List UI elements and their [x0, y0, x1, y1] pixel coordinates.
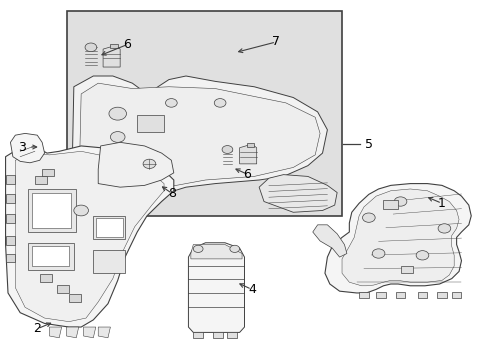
Bar: [93, 250, 125, 273]
Bar: [69, 294, 81, 302]
Polygon shape: [49, 327, 61, 338]
Circle shape: [229, 245, 239, 252]
Polygon shape: [66, 327, 79, 338]
Bar: [227, 332, 237, 338]
Bar: [110, 44, 118, 48]
Bar: [358, 292, 368, 298]
Circle shape: [362, 213, 374, 222]
Polygon shape: [259, 175, 336, 212]
Bar: [40, 274, 52, 282]
Bar: [383, 200, 397, 209]
Bar: [27, 189, 76, 232]
Text: 4: 4: [247, 283, 255, 296]
Bar: [417, 292, 427, 298]
Bar: [42, 168, 54, 176]
Bar: [436, 292, 446, 298]
Text: 1: 1: [437, 197, 445, 210]
Polygon shape: [190, 244, 242, 259]
Bar: [5, 194, 15, 203]
Bar: [400, 266, 412, 273]
Circle shape: [415, 251, 428, 260]
Polygon shape: [5, 146, 173, 327]
Circle shape: [143, 159, 156, 168]
Text: 2: 2: [33, 322, 41, 335]
Bar: [32, 246, 69, 266]
Bar: [395, 292, 405, 298]
Circle shape: [74, 205, 88, 216]
Bar: [5, 253, 15, 262]
Circle shape: [222, 145, 232, 153]
Polygon shape: [341, 189, 458, 286]
Bar: [96, 218, 122, 237]
Bar: [5, 214, 15, 223]
Bar: [375, 292, 385, 298]
Text: 7: 7: [272, 35, 280, 49]
Polygon shape: [71, 76, 327, 207]
Bar: [57, 285, 69, 293]
Circle shape: [165, 99, 177, 107]
Polygon shape: [15, 151, 163, 321]
Text: 8: 8: [168, 187, 176, 200]
Bar: [93, 216, 125, 239]
Text: 6: 6: [123, 38, 131, 51]
Circle shape: [393, 197, 406, 206]
Bar: [212, 332, 222, 338]
Bar: [193, 332, 203, 338]
Polygon shape: [188, 243, 244, 332]
Polygon shape: [83, 327, 96, 338]
Text: 3: 3: [18, 140, 26, 153]
Circle shape: [193, 245, 203, 252]
Bar: [246, 143, 253, 147]
Circle shape: [143, 174, 151, 179]
Circle shape: [85, 43, 97, 51]
Bar: [451, 292, 461, 298]
Circle shape: [110, 132, 125, 142]
Bar: [137, 151, 157, 164]
Bar: [27, 243, 74, 270]
Bar: [66, 12, 341, 216]
Circle shape: [371, 249, 384, 258]
Bar: [32, 193, 71, 228]
Polygon shape: [98, 142, 173, 187]
Polygon shape: [239, 144, 256, 164]
Polygon shape: [98, 327, 110, 338]
Polygon shape: [325, 184, 470, 293]
Polygon shape: [10, 134, 44, 163]
Circle shape: [437, 224, 450, 233]
Circle shape: [214, 99, 225, 107]
Polygon shape: [312, 225, 346, 257]
Polygon shape: [103, 45, 120, 67]
Bar: [35, 176, 47, 184]
Bar: [5, 175, 15, 184]
Bar: [5, 235, 15, 244]
Circle shape: [109, 107, 126, 120]
Text: 5: 5: [365, 138, 373, 150]
Polygon shape: [79, 83, 320, 202]
Bar: [137, 116, 163, 132]
Text: 6: 6: [243, 168, 251, 181]
